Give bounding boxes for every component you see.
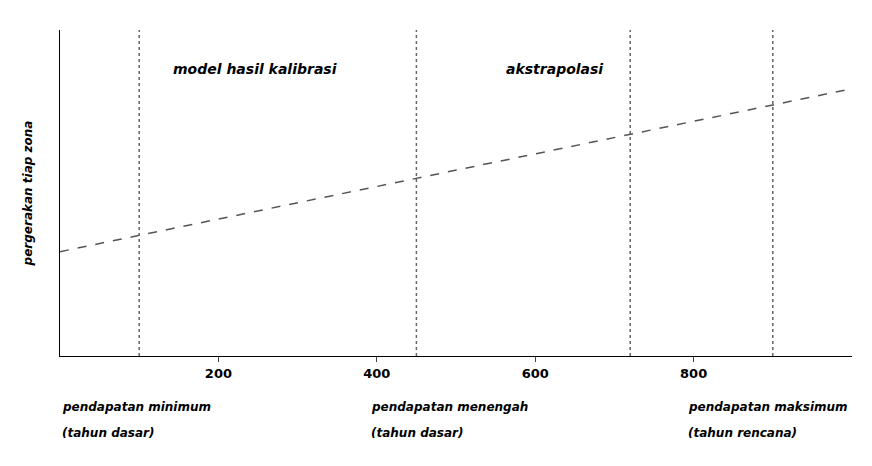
svg-text:800: 800 — [680, 366, 707, 381]
svg-text:pendapatan menengah: pendapatan menengah — [371, 400, 528, 414]
svg-text:model hasil kalibrasi: model hasil kalibrasi — [173, 61, 337, 77]
svg-text:(tahun dasar): (tahun dasar) — [371, 426, 463, 440]
svg-text:200: 200 — [205, 366, 232, 381]
svg-text:(tahun dasar): (tahun dasar) — [62, 426, 154, 440]
svg-text:(tahun rencana): (tahun rencana) — [688, 426, 797, 440]
svg-text:pendapatan minimum: pendapatan minimum — [62, 400, 211, 414]
svg-text:akstrapolasi: akstrapolasi — [506, 61, 603, 77]
svg-text:pendapatan maksimum: pendapatan maksimum — [688, 400, 848, 414]
svg-text:600: 600 — [522, 366, 549, 381]
svg-text:400: 400 — [363, 366, 390, 381]
svg-text:pergerakan tiap zona: pergerakan tiap zona — [21, 121, 35, 267]
